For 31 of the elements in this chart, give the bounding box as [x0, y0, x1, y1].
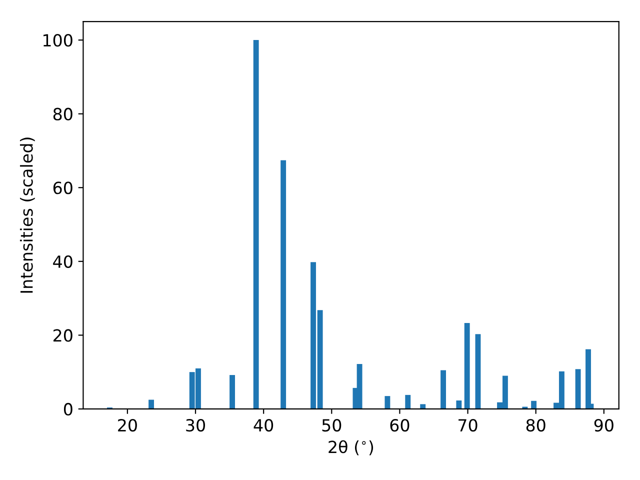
bar: [384, 396, 390, 409]
bar: [420, 404, 426, 409]
bar: [405, 394, 411, 409]
y-axis-title: Intensities (scaled): [20, 138, 35, 293]
bar: [531, 400, 537, 409]
bar: [456, 400, 462, 409]
y-tick-label: 20: [53, 329, 72, 342]
bar: [356, 364, 362, 409]
bar: [230, 375, 235, 409]
x-tick-label: 50: [322, 418, 342, 432]
bar: [575, 369, 581, 409]
x-tick-label: 90: [594, 418, 614, 432]
bar: [253, 40, 259, 409]
y-tick-label: 60: [53, 182, 72, 194]
y-tick-label: 0: [64, 402, 72, 416]
bar: [280, 160, 286, 409]
bar: [475, 334, 481, 409]
x-tick-label: 80: [526, 418, 546, 432]
x-tick-label: 70: [458, 418, 478, 432]
x-tick-label: 20: [118, 418, 137, 432]
y-tick-label: 40: [53, 255, 72, 268]
y-tick-label: 80: [53, 108, 72, 120]
y-tick-label: 100: [43, 34, 72, 47]
x-tick-label: 60: [390, 418, 410, 432]
x-axis-title: 2θ ($^{∘}$): [328, 440, 374, 456]
bar: [148, 400, 154, 409]
x-tick-label: 40: [254, 418, 274, 432]
bar: [586, 349, 591, 409]
x-tick-label: 30: [186, 418, 206, 432]
bar: [440, 370, 446, 409]
bar: [464, 323, 470, 409]
